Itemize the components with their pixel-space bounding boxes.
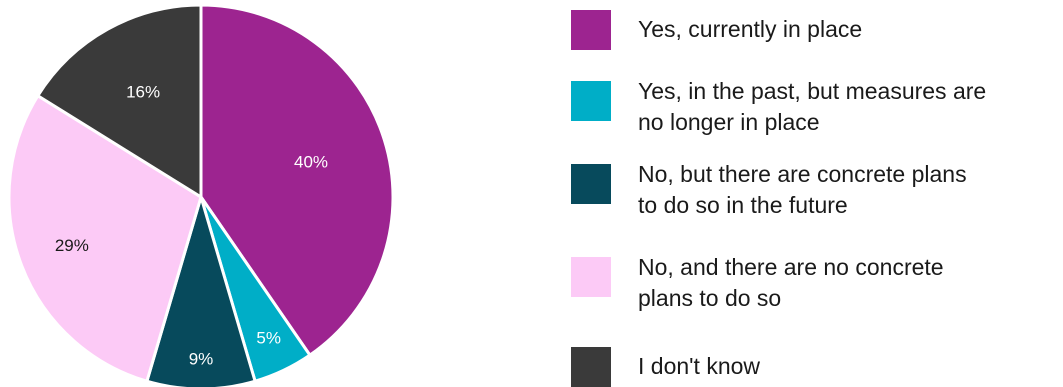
pie-chart: 40% 5% 9% 29% 16%	[7, 3, 395, 387]
legend-label: Yes, in the past, but measures are no lo…	[638, 78, 987, 135]
slice-percent-label: 9%	[189, 350, 214, 369]
slice-percent-label: 16%	[126, 82, 160, 101]
pie-slice-dont-know	[36, 3, 203, 199]
slice-percent-label: 5%	[256, 329, 281, 348]
legend-swatch	[571, 81, 611, 121]
legend-swatch	[571, 164, 611, 204]
legend-label: Yes, currently in place	[638, 16, 863, 42]
legend-label: No, but there are concrete plans to do s…	[638, 161, 967, 218]
legend-swatch	[571, 347, 611, 387]
pie-slice-currently-in-place	[199, 3, 395, 357]
slice-percent-label: 40%	[294, 152, 328, 171]
legend-label: No, and there are no concrete plans to d…	[638, 254, 944, 311]
legend-swatch	[571, 257, 611, 297]
slice-percent-label: 29%	[55, 236, 89, 255]
chart-legend: Yes, currently in place Yes, in the past…	[571, 0, 1063, 387]
legend-label: I don't know	[638, 353, 761, 379]
pie-slice-concrete-plans	[145, 195, 257, 387]
legend-swatch	[571, 10, 611, 50]
pie-slice-no-concrete-plans	[7, 94, 203, 383]
